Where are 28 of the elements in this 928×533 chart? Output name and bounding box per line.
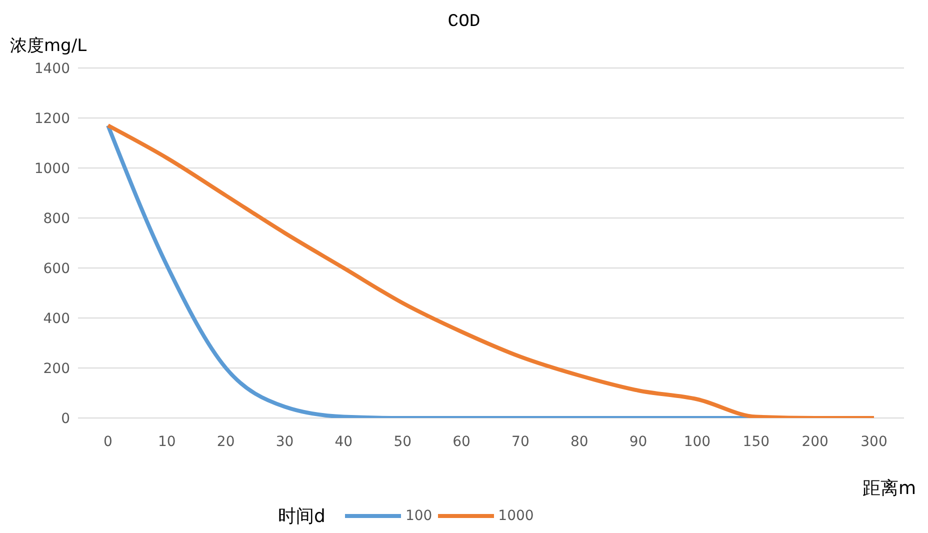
x-tick-label: 300 [860,434,888,450]
x-tick-label: 10 [158,434,176,450]
y-tick-label: 1400 [34,60,70,77]
y-tick-label: 1000 [34,160,70,177]
x-axis-title: 距离m [862,477,916,500]
y-tick-label: 400 [43,310,70,327]
x-tick-label: 100 [684,434,711,450]
x-tick-label: 60 [452,434,470,450]
x-tick-label: 200 [802,434,828,450]
legend-label: 1000 [497,508,534,524]
chart-title: COD [446,12,482,32]
y-tick-label: 1200 [34,110,70,127]
x-tick-label: 40 [334,434,353,450]
legend-title: 时间d [278,505,326,528]
y-axis-title: 浓度mg/L [10,35,87,57]
y-tick-label: 600 [43,260,70,277]
legend-label: 100 [404,508,432,524]
x-tick-label: 30 [276,434,294,450]
x-tick-label: 150 [742,434,770,450]
x-tick-label: 90 [629,434,648,450]
y-tick-label: 0 [61,410,70,427]
y-tick-label: 200 [43,360,70,377]
x-tick-label: 50 [394,434,412,450]
x-tick-label: 80 [570,434,588,450]
x-tick-label: 20 [216,434,235,450]
x-tick-label: 70 [512,434,530,450]
y-tick-label: 800 [43,210,70,227]
x-tick-label: 0 [104,434,112,450]
